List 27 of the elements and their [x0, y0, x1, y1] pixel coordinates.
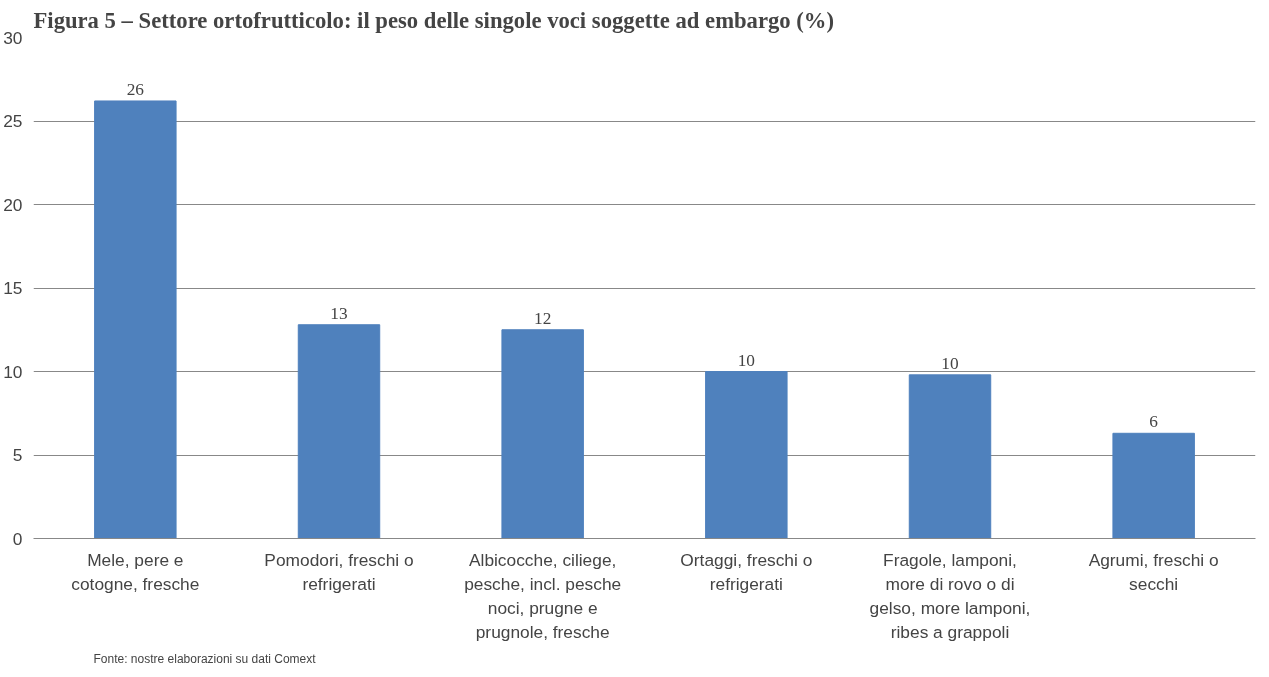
- source-note: Fonte: nostre elaborazioni su dati Comext: [93, 651, 317, 666]
- bar: [94, 100, 177, 539]
- x-tick-label: Ortaggi, freschi o refrigerati: [680, 549, 813, 594]
- y-tick-label: 10: [3, 361, 23, 382]
- y-tick-label: 30: [3, 27, 23, 48]
- x-tick-label: Albicocche, ciliege, pesche, incl. pesche noci, prugne e prugnole, fresche: [464, 549, 622, 642]
- data-label: 6: [1149, 412, 1159, 432]
- data-label: 26: [126, 79, 145, 99]
- y-tick-label: 25: [3, 111, 23, 131]
- bar: [297, 324, 381, 539]
- bar: [501, 329, 584, 539]
- y-tick-label: 15: [3, 278, 23, 298]
- x-tick-label: Agrumi, freschi o secchi: [1088, 549, 1219, 594]
- data-label: 12: [534, 308, 552, 328]
- x-tick-label: Mele, pere e cotogne, fresche: [71, 549, 200, 594]
- y-tick-label: 5: [12, 445, 23, 465]
- x-tick-label: Pomodori, freschi o refrigerati: [264, 549, 414, 594]
- bar: [908, 374, 992, 539]
- data-label: 10: [737, 350, 755, 370]
- x-tick-label: Fragole, lamponi, more di rovo o di gelso, more lamponi, ribes a grappoli: [869, 549, 1031, 642]
- y-tick-label: 20: [3, 194, 23, 215]
- y-tick-label: 0: [12, 528, 23, 549]
- data-label: 10: [941, 353, 959, 373]
- data-label: 13: [330, 303, 348, 323]
- chart-title: Figura 5 – Settore ortofrutticolo: il peso delle singole voci soggette ad embargo (%): [33, 7, 835, 33]
- bar: [1112, 432, 1195, 539]
- bar: [705, 371, 788, 539]
